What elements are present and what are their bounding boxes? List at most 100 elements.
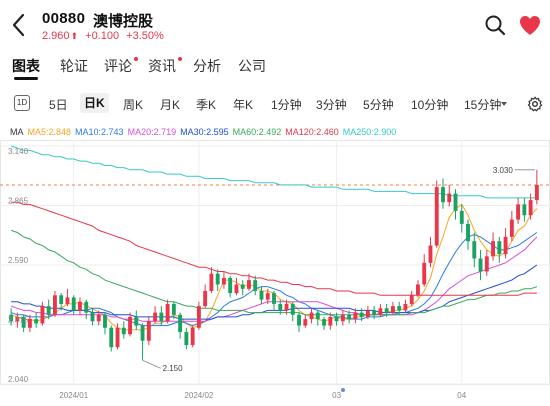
candle-body xyxy=(40,306,45,324)
candle-body xyxy=(247,280,251,289)
candle-body xyxy=(365,310,370,317)
candle-body xyxy=(96,314,101,322)
candle-body xyxy=(534,184,539,201)
candle-body xyxy=(403,303,408,311)
y-tick-label: 2.865 xyxy=(8,197,29,206)
tab-2[interactable]: 轮证 xyxy=(60,58,88,74)
candle-body xyxy=(441,187,445,203)
period-option-8[interactable]: 1分钟 xyxy=(271,98,302,112)
candle-body xyxy=(46,306,51,315)
candle-body xyxy=(272,293,276,304)
candle-body xyxy=(322,319,327,326)
period-option-6[interactable]: 季K xyxy=(196,98,217,112)
candle-body xyxy=(65,297,70,304)
candle-body xyxy=(21,316,26,328)
candle-body xyxy=(203,290,208,307)
period-option-7[interactable]: 年K xyxy=(233,98,254,112)
candle-body xyxy=(190,327,195,346)
period-option-2[interactable]: 5日 xyxy=(49,98,68,112)
candle-body xyxy=(115,327,120,348)
price-change: +0.100 xyxy=(85,30,120,42)
chart-svg[interactable]: 3.140 2.865 2.590 2.315 2.040 2024/01 2024/02 0… xyxy=(0,140,550,406)
tab-4[interactable]: 资讯 xyxy=(148,58,176,74)
candle-body xyxy=(265,293,270,300)
candle-body xyxy=(359,312,364,317)
chart-settings-button[interactable] xyxy=(527,96,543,112)
candle-body xyxy=(491,241,495,257)
ma-line-ma250 xyxy=(10,145,537,199)
up-arrow-icon: ⬆ xyxy=(70,31,79,41)
ma-legend-item: MA30:2.595 xyxy=(180,127,229,137)
period-option-12[interactable]: 15分钟 xyxy=(464,98,502,112)
candle-body xyxy=(228,277,233,294)
candle-body xyxy=(309,312,314,320)
ma-legend-item: MA60:2.492 xyxy=(232,127,282,137)
tab-1[interactable]: 图表 xyxy=(12,56,40,80)
candle-body xyxy=(9,314,14,322)
candle-body xyxy=(516,204,521,220)
ma-legend: MA MA5:2.848 MA10:2.743 MA20:2.719 MA30:2.59… xyxy=(10,127,400,139)
candle-body xyxy=(297,314,301,326)
ma-legend-item: MA10:2.743 xyxy=(75,127,124,137)
candle-body xyxy=(221,277,226,285)
heart-icon xyxy=(520,16,540,35)
chevron-left-icon xyxy=(12,13,25,37)
candle-body xyxy=(159,312,164,322)
x-tick-label: 03 xyxy=(332,391,341,400)
candle-body xyxy=(447,193,452,203)
candlestick-chart[interactable]: 3.140 2.865 2.590 2.315 2.040 2024/01 2024/02 0… xyxy=(0,140,550,406)
back-button[interactable] xyxy=(8,12,30,38)
period-option-1[interactable]: 1D xyxy=(14,95,30,111)
period-option-4[interactable]: 周K xyxy=(123,98,144,112)
candle-body xyxy=(497,241,502,255)
low-annotation-line xyxy=(142,359,161,369)
candle-body xyxy=(428,245,433,263)
x-tick-label: 2024/01 xyxy=(59,391,88,400)
candle-body xyxy=(84,301,89,313)
search-button[interactable] xyxy=(484,14,506,36)
candle-body xyxy=(165,303,170,322)
tab-5[interactable]: 分析 xyxy=(193,58,221,74)
candle-body xyxy=(303,319,308,326)
period-option-11[interactable]: 10分钟 xyxy=(411,98,449,112)
search-icon xyxy=(485,15,506,36)
period-option-9[interactable]: 3分钟 xyxy=(316,98,347,112)
candle-body xyxy=(453,193,458,211)
candle-body xyxy=(372,310,377,315)
candle-body xyxy=(509,219,514,237)
candle-body xyxy=(53,295,57,315)
ma-line-ma5 xyxy=(10,203,538,331)
candle-body xyxy=(15,316,20,322)
low-annotation-label: 2.150 xyxy=(163,364,184,373)
candle-body xyxy=(103,314,107,328)
candle-body xyxy=(390,306,395,313)
candle-body xyxy=(27,319,32,328)
candle-body xyxy=(234,284,239,294)
period-option-5[interactable]: 月K xyxy=(160,98,181,112)
candle-body xyxy=(196,306,201,328)
candle-body xyxy=(284,303,289,311)
candle-body xyxy=(409,295,414,304)
candle-body xyxy=(484,256,489,272)
candle-body xyxy=(353,312,358,320)
candle-body xyxy=(215,273,220,285)
x-tick-label: 2024/02 xyxy=(184,391,213,400)
dropdown-arrow-icon[interactable] xyxy=(501,102,507,106)
candle-body xyxy=(90,312,95,322)
period-option-10[interactable]: 5分钟 xyxy=(363,98,394,112)
stock-code: 00880 xyxy=(42,10,86,27)
favorite-button[interactable] xyxy=(518,14,542,36)
candle-body xyxy=(466,223,470,242)
candle-body xyxy=(34,319,39,324)
candle-body xyxy=(416,284,420,296)
tab-6[interactable]: 公司 xyxy=(238,58,266,74)
tab-3[interactable]: 评论 xyxy=(104,58,132,74)
quote-line: 2.960⬆ +0.100 +3.50% xyxy=(42,30,168,42)
candle-body xyxy=(278,303,283,311)
ma-line-ma120 xyxy=(11,201,537,296)
candle-body xyxy=(140,325,145,341)
price-change-pct: +3.50% xyxy=(126,30,164,42)
candle-body xyxy=(478,258,483,272)
period-option-3[interactable]: 日K xyxy=(80,93,109,113)
candle-body xyxy=(59,295,64,304)
